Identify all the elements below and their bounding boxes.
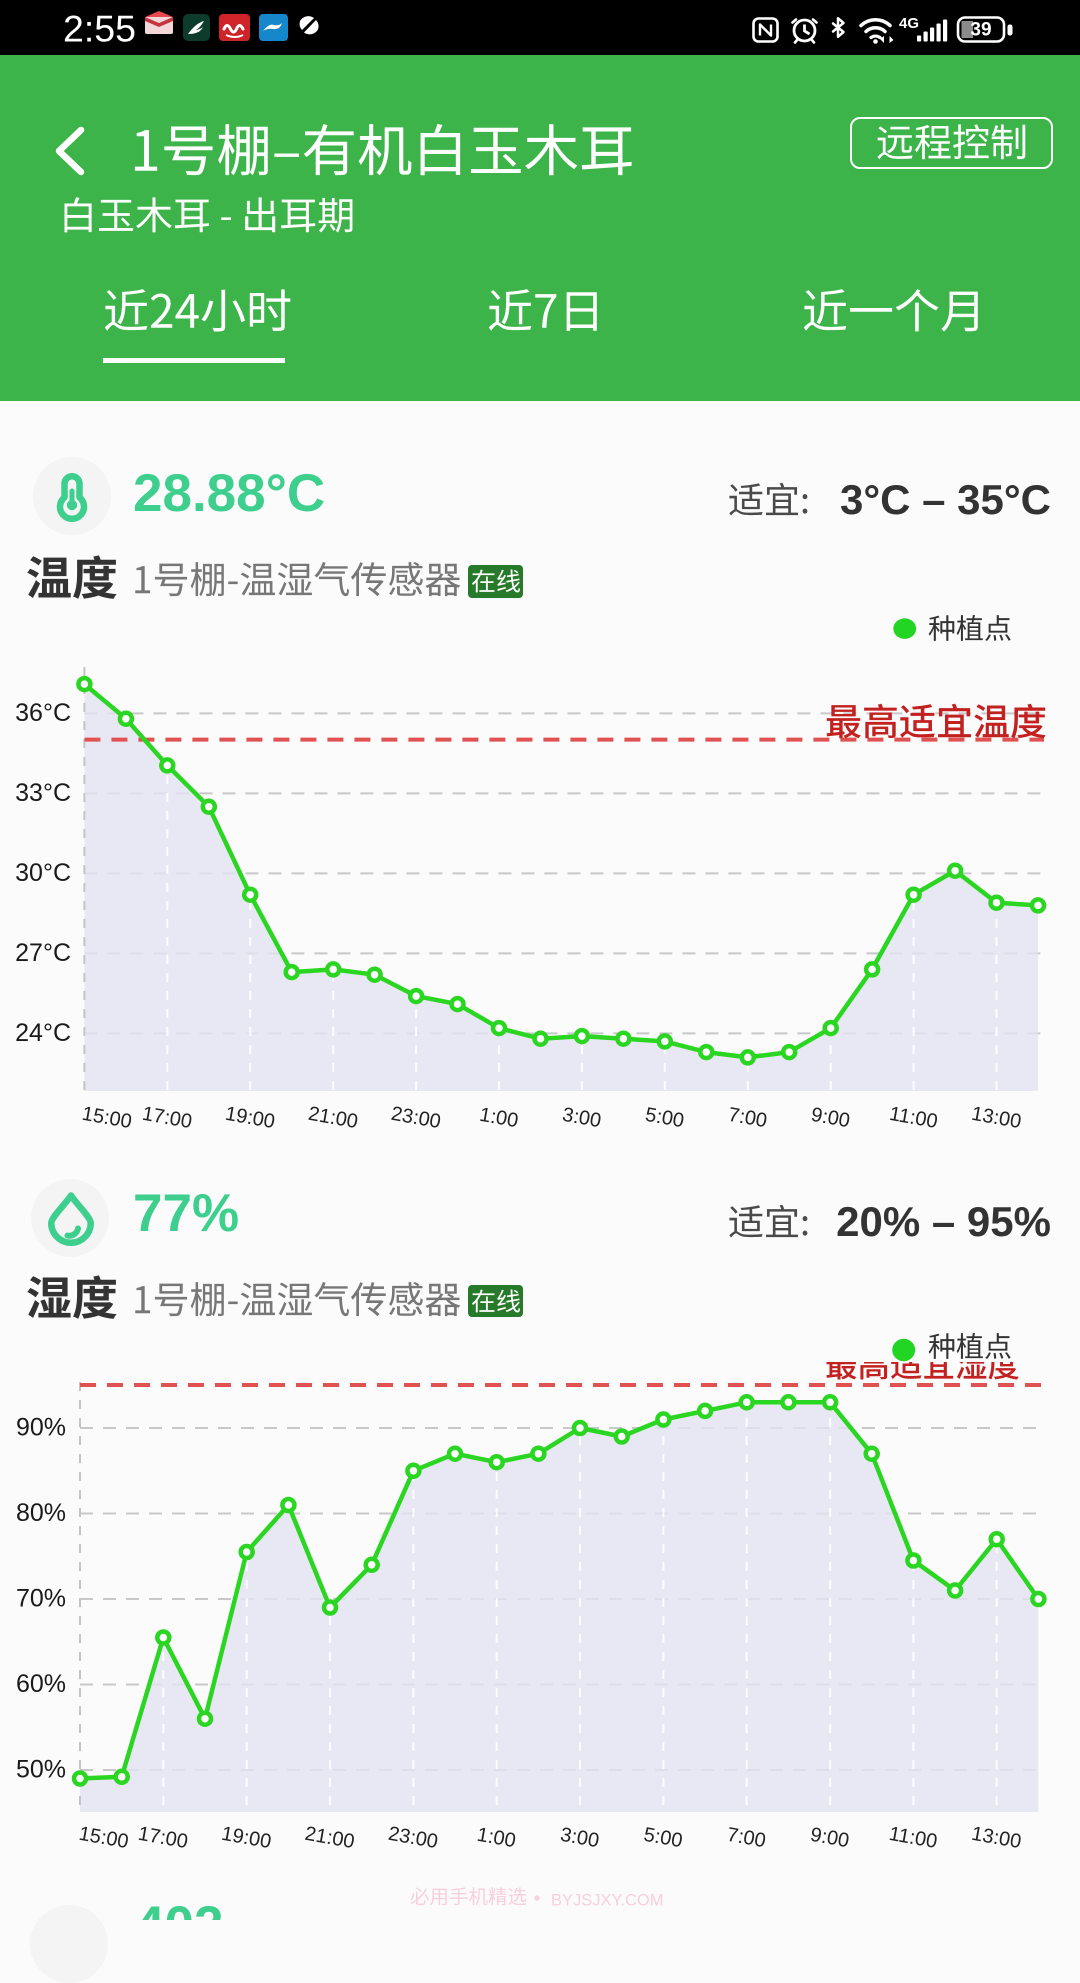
svg-text:3:00: 3:00 — [559, 1824, 601, 1852]
svg-text:15:00: 15:00 — [77, 1823, 130, 1853]
svg-text:50%: 50% — [16, 1756, 66, 1784]
svg-text:BYJSJXY.COM: BYJSJXY.COM — [551, 1892, 663, 1910]
svg-text:90%: 90% — [16, 1414, 66, 1442]
svg-text:20% – 95%: 20% – 95% — [836, 1198, 1051, 1245]
svg-text:402: 402 — [135, 1896, 223, 1920]
svg-text:77%: 77% — [133, 1184, 239, 1243]
svg-text:80%: 80% — [16, 1499, 66, 1527]
svg-text:60%: 60% — [16, 1670, 66, 1698]
svg-text:11:00: 11:00 — [887, 1823, 939, 1853]
svg-text:1:00: 1:00 — [475, 1824, 517, 1852]
svg-text:23:00: 23:00 — [386, 1823, 439, 1853]
svg-text:27°C: 27°C — [15, 939, 71, 967]
svg-text:9:00: 9:00 — [809, 1824, 851, 1852]
svg-text:33°C: 33°C — [15, 779, 71, 807]
svg-text:19:00: 19:00 — [220, 1823, 273, 1853]
svg-text:2:55: 2:55 — [63, 8, 136, 50]
svg-text:70%: 70% — [16, 1585, 66, 1613]
svg-text:24°C: 24°C — [15, 1019, 71, 1047]
svg-text:7:00: 7:00 — [725, 1824, 767, 1852]
svg-text:30°C: 30°C — [15, 859, 71, 887]
svg-text:4G: 4G — [899, 15, 919, 32]
svg-text:3°C – 35°C: 3°C – 35°C — [840, 476, 1051, 523]
svg-text:17:00: 17:00 — [136, 1823, 189, 1853]
svg-text:28.88°C: 28.88°C — [133, 464, 325, 523]
svg-text:39: 39 — [970, 20, 991, 41]
svg-text:13:00: 13:00 — [970, 1823, 1023, 1853]
svg-text:21:00: 21:00 — [303, 1823, 356, 1853]
svg-text:36°C: 36°C — [15, 699, 71, 727]
svg-text:5:00: 5:00 — [642, 1824, 684, 1852]
